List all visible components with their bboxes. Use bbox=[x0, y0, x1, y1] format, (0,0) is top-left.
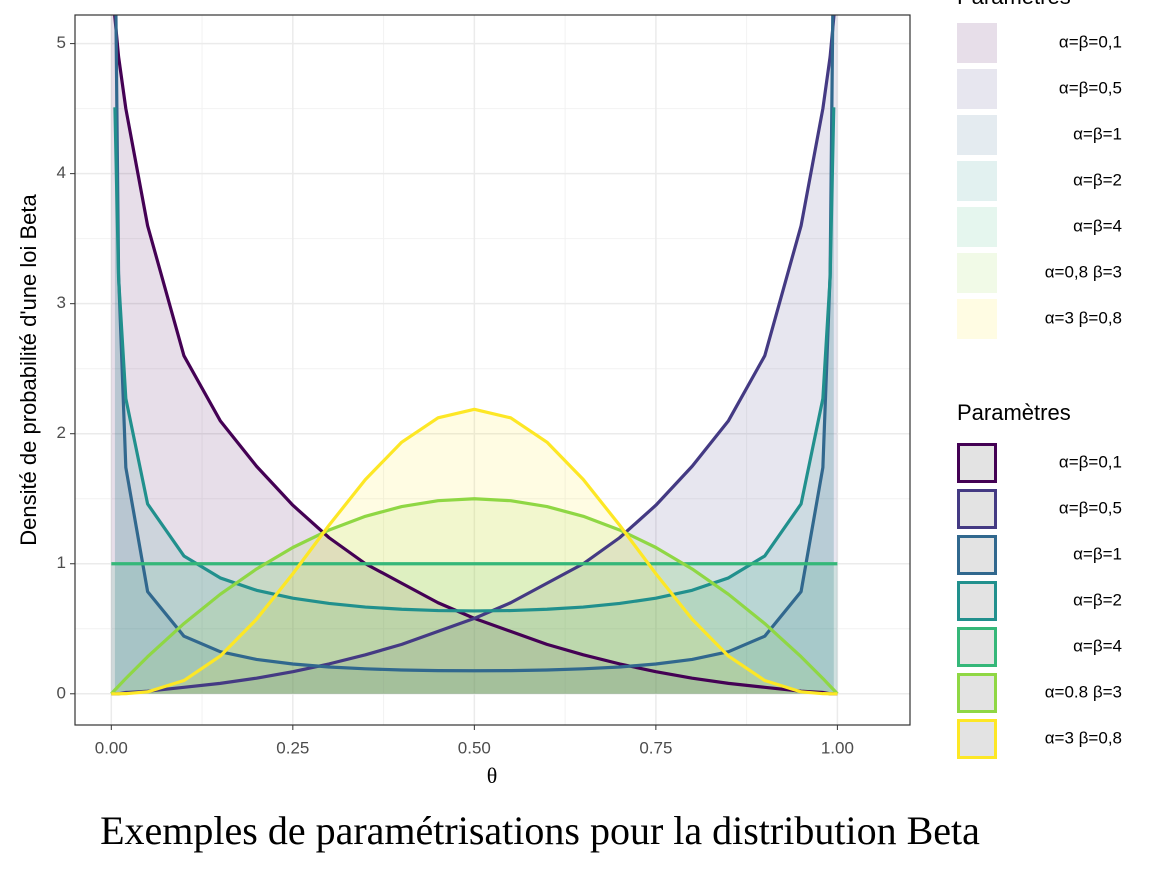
legend-label: α=β=4 bbox=[1073, 636, 1122, 655]
legend-label: α=β=2 bbox=[1073, 590, 1122, 609]
legend-key bbox=[957, 115, 997, 155]
y-tick-label: 2 bbox=[57, 423, 66, 442]
line bbox=[111, 15, 836, 696]
legend-label: α=β=0,1 bbox=[1059, 452, 1122, 471]
legend-key bbox=[957, 161, 997, 201]
legend-key bbox=[957, 207, 997, 247]
legend-key bbox=[957, 535, 997, 575]
legend-label: α=3 β=0,8 bbox=[1045, 728, 1122, 747]
legend-label: α=0.8 β=3 bbox=[1045, 682, 1122, 701]
legend-key bbox=[957, 673, 997, 713]
panel bbox=[75, 15, 910, 725]
area bbox=[111, 15, 838, 694]
legend-label: α=β=1 bbox=[1073, 124, 1122, 143]
y-tick-label: 5 bbox=[57, 33, 66, 52]
legend-label: α=3 β=0,8 bbox=[1045, 308, 1122, 327]
legend-label: α=β=1 bbox=[1073, 544, 1122, 563]
legend-label: α=β=2 bbox=[1073, 170, 1122, 189]
legend: Paramètres α=β=0,1 α=β=0,5 α=β=1 α=β=2 α=β=4 α… bbox=[957, 0, 1122, 759]
y-tick-label: 0 bbox=[57, 683, 66, 702]
grid bbox=[75, 15, 910, 725]
y-tick-label: 4 bbox=[57, 163, 66, 182]
legend-key bbox=[957, 299, 997, 339]
legend-label: α=β=4 bbox=[1073, 216, 1122, 235]
legend-key bbox=[957, 489, 997, 529]
area bbox=[111, 409, 838, 694]
x-tick-label: 0.50 bbox=[458, 738, 491, 757]
x-tick-label: 0.25 bbox=[276, 738, 309, 757]
line bbox=[111, 407, 838, 696]
axes: 0.00 0.25 0.50 0.75 1.00 0 1 2 3 4 5 bbox=[57, 33, 854, 757]
legend-key bbox=[957, 23, 997, 63]
legend-label: α=β=0,5 bbox=[1059, 498, 1122, 517]
line bbox=[110, 497, 839, 695]
area bbox=[114, 107, 834, 694]
panel-border bbox=[74, 14, 911, 726]
y-tick-label: 1 bbox=[57, 553, 66, 572]
legend-key bbox=[957, 253, 997, 293]
legend-label: α=β=0,1 bbox=[1059, 32, 1122, 51]
chart-title: Exemples de paramétrisations pour la dis… bbox=[100, 808, 980, 853]
area bbox=[111, 563, 838, 694]
line bbox=[113, 107, 836, 613]
line bbox=[114, 15, 835, 673]
x-tick-label: 1.00 bbox=[821, 738, 854, 757]
x-tick-label: 0.75 bbox=[639, 738, 672, 757]
legend-title: Paramètres bbox=[957, 0, 1071, 9]
y-axis-label: Densité de probabilité d'une loi Beta bbox=[16, 193, 41, 545]
legend-key bbox=[957, 69, 997, 109]
x-axis-label: θ bbox=[487, 763, 498, 788]
lines bbox=[110, 15, 839, 696]
legend-key bbox=[957, 443, 997, 483]
legend-key bbox=[957, 719, 997, 759]
legend-label: α=0,8 β=3 bbox=[1045, 262, 1122, 281]
area bbox=[111, 15, 838, 694]
legend-label: α=β=0,5 bbox=[1059, 78, 1122, 97]
y-tick-label: 3 bbox=[57, 293, 66, 312]
legend-key bbox=[957, 627, 997, 667]
legend-title: Paramètres bbox=[957, 400, 1071, 425]
x-tick-label: 0.00 bbox=[95, 738, 128, 757]
legend-key bbox=[957, 581, 997, 621]
